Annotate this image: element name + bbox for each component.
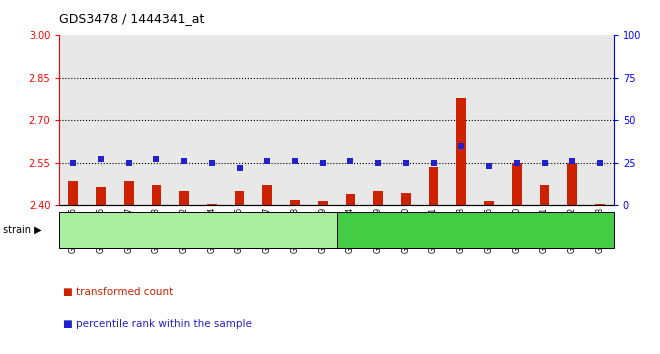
- Bar: [152, 185, 161, 205]
- Text: ■ transformed count: ■ transformed count: [63, 287, 173, 297]
- Bar: [115, 35, 143, 205]
- Bar: [263, 185, 272, 205]
- Point: [345, 158, 356, 164]
- Bar: [124, 181, 133, 205]
- Bar: [143, 35, 170, 205]
- Bar: [59, 35, 87, 205]
- Bar: [503, 35, 531, 205]
- Point: [512, 160, 522, 166]
- Point: [373, 160, 383, 166]
- Bar: [531, 35, 558, 205]
- Bar: [69, 181, 78, 205]
- Bar: [374, 191, 383, 205]
- Bar: [457, 98, 466, 205]
- Point: [123, 160, 134, 166]
- Bar: [198, 35, 226, 205]
- Bar: [290, 200, 300, 205]
- Bar: [170, 35, 198, 205]
- Bar: [568, 163, 577, 205]
- Bar: [180, 191, 189, 205]
- Bar: [420, 35, 447, 205]
- Bar: [595, 204, 605, 205]
- Point: [539, 160, 550, 166]
- Bar: [484, 201, 494, 205]
- Text: ■ percentile rank within the sample: ■ percentile rank within the sample: [63, 319, 251, 329]
- Point: [207, 160, 217, 166]
- Point: [151, 156, 162, 162]
- Bar: [364, 35, 392, 205]
- Bar: [346, 194, 355, 205]
- Text: strain ▶: strain ▶: [3, 225, 42, 235]
- Point: [484, 164, 494, 169]
- Point: [595, 160, 605, 166]
- Bar: [318, 201, 327, 205]
- Point: [456, 143, 467, 149]
- Point: [290, 158, 300, 164]
- Point: [567, 158, 578, 164]
- Point: [262, 158, 273, 164]
- Bar: [281, 35, 309, 205]
- Bar: [586, 35, 614, 205]
- Point: [401, 160, 411, 166]
- Bar: [207, 204, 216, 205]
- Bar: [235, 191, 244, 205]
- Bar: [540, 185, 549, 205]
- Bar: [558, 35, 586, 205]
- Bar: [429, 167, 438, 205]
- Bar: [512, 163, 521, 205]
- Point: [179, 158, 189, 164]
- Bar: [392, 35, 420, 205]
- Text: GDS3478 / 1444341_at: GDS3478 / 1444341_at: [59, 12, 205, 25]
- Point: [234, 165, 245, 171]
- Point: [317, 160, 328, 166]
- Bar: [401, 193, 411, 205]
- Bar: [226, 35, 253, 205]
- Bar: [309, 35, 337, 205]
- Bar: [87, 35, 115, 205]
- Point: [96, 156, 106, 162]
- Bar: [253, 35, 281, 205]
- Text: Df(16)A/+: Df(16)A/+: [447, 225, 503, 235]
- Bar: [475, 35, 503, 205]
- Text: wild type: wild type: [172, 225, 224, 235]
- Bar: [337, 35, 364, 205]
- Bar: [447, 35, 475, 205]
- Point: [68, 160, 79, 166]
- Point: [428, 160, 439, 166]
- Bar: [96, 187, 106, 205]
